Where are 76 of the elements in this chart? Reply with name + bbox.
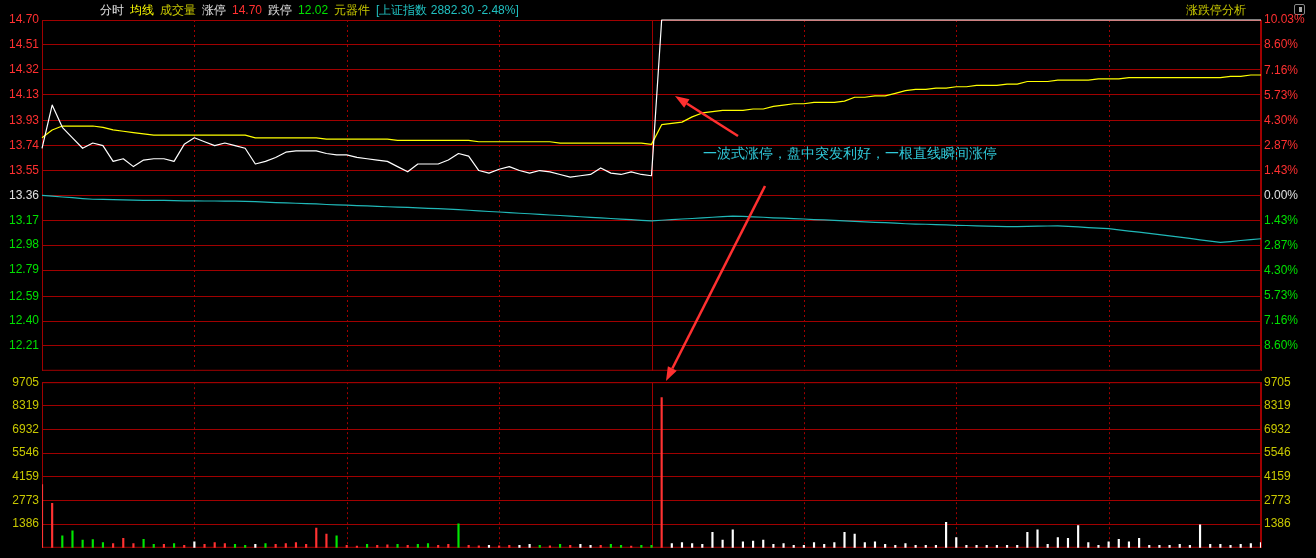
y-tick-label: 9705	[12, 374, 40, 389]
y-tick-label: 13.36	[8, 187, 40, 202]
y2-tick-label: 2.87%	[1264, 137, 1299, 152]
y-tick-label: 2773	[12, 492, 40, 507]
y-tick-label: 12.98	[8, 237, 40, 252]
y-tick-label: 8319	[12, 398, 40, 413]
text: 14.70	[232, 3, 263, 17]
y-tick-label: 13.74	[8, 137, 40, 152]
bar	[843, 532, 846, 548]
y2-tick-label: 8.60%	[1264, 338, 1299, 353]
bar	[1036, 529, 1039, 548]
y2-tick-label: 5.73%	[1264, 287, 1299, 302]
bar	[518, 544, 521, 548]
y-tick-label: 5546	[12, 445, 40, 460]
y2-tick-label: 5546	[1264, 445, 1292, 460]
bar	[660, 397, 663, 548]
y2-tick-label: 1.43%	[1264, 212, 1299, 227]
y2-tick-label: 1386	[1264, 516, 1292, 531]
bar	[42, 484, 44, 548]
y2-tick-label: 9705	[1264, 374, 1292, 389]
y2-tick-label: 2773	[1264, 492, 1292, 507]
text: 分时	[100, 3, 124, 17]
y-tick-label: 12.21	[8, 338, 40, 353]
y-tick-label: 1386	[12, 516, 40, 531]
y2-tick-label: 7.16%	[1264, 62, 1299, 77]
text: [上证指数 2882.30 -2.48%]	[376, 3, 519, 17]
text: 均线	[130, 3, 154, 17]
bar	[1168, 544, 1171, 548]
y-tick-label: 14.70	[8, 12, 40, 27]
bar	[71, 530, 74, 548]
y2-tick-label: 10.03%	[1264, 12, 1306, 27]
text: 跌停	[268, 3, 293, 17]
y-tick-label: 14.32	[8, 62, 40, 77]
bar	[325, 533, 328, 548]
text: 涨跌停分析	[1186, 2, 1246, 19]
y2-tick-label: 4.30%	[1264, 112, 1299, 127]
y2-tick-label: 4159	[1264, 469, 1292, 484]
text: 成交量	[160, 3, 196, 17]
y2-tick-label: 1.43%	[1264, 162, 1299, 177]
bar	[1229, 544, 1232, 548]
y2-tick-label: 2.87%	[1264, 237, 1299, 252]
y-tick-label: 6932	[12, 421, 40, 436]
bar	[396, 544, 399, 548]
y-tick-label: 13.93	[8, 113, 40, 128]
bar	[589, 544, 592, 548]
y2-tick-label: 8.60%	[1264, 37, 1299, 52]
y-tick-label: 12.79	[8, 262, 40, 277]
y-tick-label: 14.13	[8, 86, 40, 101]
bar	[51, 503, 54, 548]
bar	[1097, 544, 1100, 548]
bar	[975, 544, 978, 548]
y-tick-label: 12.40	[8, 313, 40, 328]
y2-tick-label: 6932	[1264, 421, 1292, 436]
y-tick-label: 14.51	[8, 37, 40, 52]
y2-tick-label: 0.00%	[1264, 187, 1299, 202]
text: 12.02	[298, 3, 329, 17]
bar	[1077, 525, 1080, 548]
bar	[904, 543, 907, 548]
y2-tick-label: 8319	[1264, 398, 1292, 413]
text: 元器件	[334, 3, 371, 17]
bar	[457, 523, 460, 548]
y-tick-label: 13.55	[8, 162, 40, 177]
bar	[782, 543, 785, 548]
bar	[650, 544, 653, 548]
y-tick-label: 12.59	[8, 288, 40, 303]
bar	[1198, 524, 1202, 548]
y2-tick-label: 7.16%	[1264, 312, 1299, 327]
text: 涨停	[202, 3, 226, 17]
y-tick-label: 4159	[12, 469, 40, 484]
bar	[132, 543, 135, 548]
bar	[711, 532, 714, 548]
y2-tick-label: 5.73%	[1264, 87, 1299, 102]
bar	[264, 543, 267, 548]
y-tick-label: 13.17	[8, 212, 40, 227]
bar	[203, 544, 206, 548]
y2-tick-label: 4.30%	[1264, 262, 1299, 277]
